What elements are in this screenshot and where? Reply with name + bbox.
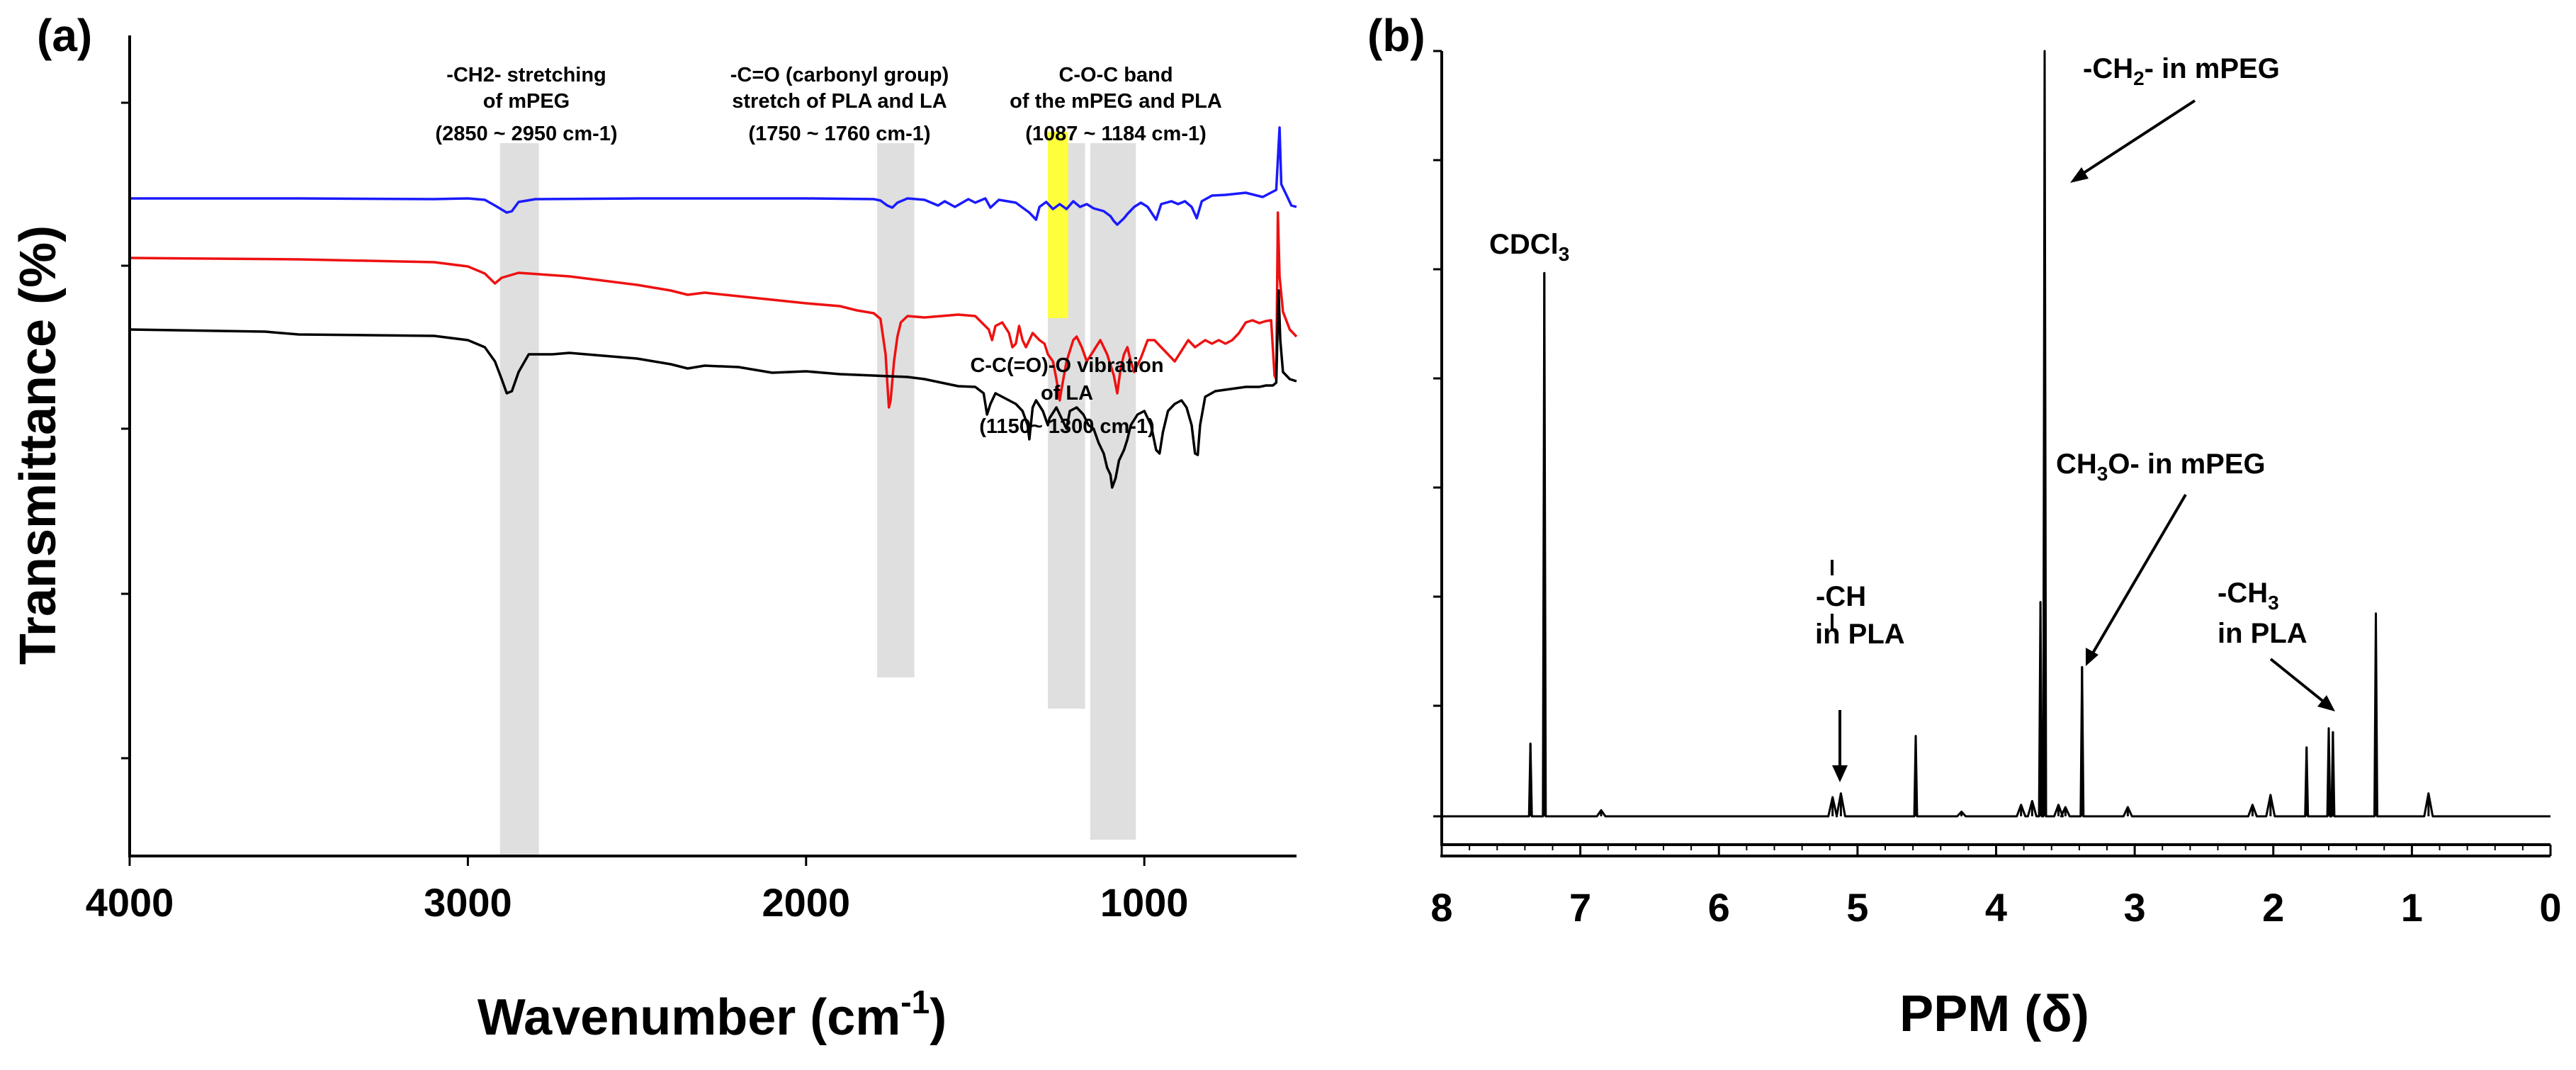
arrow-ch2-head: [2070, 167, 2089, 183]
annotation-line: -CH2- stretching: [446, 64, 606, 86]
annotation-ch2-main: -CH: [2083, 53, 2133, 84]
x-axis-title: Wavenumber (cm-1): [478, 984, 947, 1046]
arrow-ch-head: [1832, 765, 1848, 782]
x-tick-label: 7: [1569, 885, 1591, 930]
annotation-line: of the mPEG and PLA: [1010, 90, 1222, 113]
annotation-line: of LA: [1041, 382, 1093, 405]
annotation-carbonyl: -C=O (carbonyl group) stretch of PLA and…: [730, 64, 949, 145]
y-ticks: [1433, 50, 1442, 818]
annotation-ch3-main: -CH: [2218, 578, 2268, 609]
x-axis-title-sup: -1: [900, 984, 930, 1020]
highlight-band: [1048, 132, 1068, 318]
annotation-line: C-C(=O)-O vibration: [970, 354, 1163, 377]
annotation-cdcl3-main: CDCl: [1489, 229, 1559, 260]
nmr-trace: [1442, 50, 2550, 818]
annotation-cdcl3-sub: 3: [1559, 243, 1570, 265]
x-axis-title-main: Wavenumber (cm: [478, 989, 900, 1046]
annotation-ch2-mpeg: -CH2- in mPEG: [2083, 53, 2280, 89]
annotation-ch3-pla: -CH3: [2218, 578, 2279, 614]
x-tick-label: 5: [1846, 885, 1868, 930]
ftir-series: [129, 211, 1298, 409]
annotation-line: (2850 ~ 2950 cm-1): [435, 123, 617, 145]
annotation-cdcl3: CDCl3: [1489, 229, 1569, 265]
annotation-ch3-pla: -CH3 in PLA: [2218, 578, 2307, 649]
x-ticks: 8 7 6 5 4 3 2 1 0: [1430, 845, 2562, 930]
x-tick-label: 0: [2539, 885, 2561, 930]
x-tick-label: 6: [1708, 885, 1730, 930]
x-tick-label: 1000: [1100, 880, 1189, 925]
arrow-ch2: [2078, 99, 2196, 177]
annotation-ch-pla: -CH in PLA: [1815, 560, 1905, 650]
arrow-ch3: [2269, 658, 2327, 704]
annotation-ch3o-end: O- in mPEG: [2108, 449, 2265, 480]
annotation-la-vibration: C-C(=O)-O vibration of LA (1150~ 1300 cm…: [970, 354, 1163, 438]
x-tick-label: 1: [2401, 885, 2423, 930]
annotation-ch2-end: - in mPEG: [2145, 53, 2280, 84]
annotation-line: C-O-C band: [1058, 64, 1173, 86]
arrow-ch3o-head: [2086, 648, 2098, 666]
x-axis-title-end: ): [930, 989, 947, 1046]
highlight-band: [877, 143, 915, 677]
x-tick-label: 2000: [762, 880, 850, 925]
annotation-ch3-sub: 3: [2268, 592, 2279, 614]
annotation-line: (1150~ 1300 cm-1): [979, 415, 1155, 438]
annotation-line: -C=O (carbonyl group): [730, 64, 949, 86]
ftir-spectra: [129, 126, 1298, 489]
y-ticks: [121, 101, 130, 760]
annotation-line: stretch of PLA and LA: [732, 90, 947, 113]
x-tick-label: 3000: [424, 880, 512, 925]
annotation-ch3o-sub: 3: [2097, 463, 2108, 485]
annotation-ch3o-mpeg: CH3O- in mPEG: [2056, 449, 2266, 485]
panel-b-label: (b): [1367, 10, 1425, 61]
x-tick-label: 4000: [86, 880, 174, 925]
annotation-ch-line2: in PLA: [1815, 619, 1905, 650]
panel-a-label: (a): [37, 10, 92, 61]
annotation-coc-band: C-O-C band of the mPEG and PLA (1087 ~ 1…: [1010, 64, 1222, 145]
y-axis-title: Transmittance (%): [10, 225, 67, 665]
x-ticks: 4000 3000 2000 1000: [86, 856, 1189, 925]
annotation-line: (1750 ~ 1760 cm-1): [748, 123, 930, 145]
annotation-ch2-sub: 2: [2133, 67, 2145, 89]
ftir-panel: (a) 4000 3000 2000 1000 Transmittance (%) W…: [10, 10, 1298, 1046]
x-axis-title: PPM (δ): [1899, 986, 2089, 1042]
annotation-line: of mPEG: [483, 90, 570, 113]
x-tick-label: 3: [2124, 885, 2146, 930]
annotation-ch-main: -CH: [1816, 581, 1866, 612]
x-tick-label: 4: [1985, 885, 2007, 930]
highlight-band: [1090, 143, 1136, 840]
arrow-ch3-head: [2317, 695, 2335, 711]
arrow-ch3o: [2090, 493, 2187, 657]
highlight-band: [499, 143, 539, 856]
x-tick-label: 8: [1430, 885, 1452, 930]
nmr-spectrum: [1442, 50, 2550, 818]
x-tick-label: 2: [2262, 885, 2284, 930]
highlight-bands: [499, 132, 1136, 856]
annotation-ch2-stretch: -CH2- stretching of mPEG (2850 ~ 2950 cm…: [435, 64, 617, 145]
annotation-ch3o-main: CH: [2056, 449, 2097, 480]
annotation-line: (1087 ~ 1184 cm-1): [1025, 123, 1207, 145]
ftir-series: [129, 289, 1297, 489]
ftir-series: [130, 126, 1297, 226]
annotation-ch3-line2: in PLA: [2218, 618, 2307, 649]
